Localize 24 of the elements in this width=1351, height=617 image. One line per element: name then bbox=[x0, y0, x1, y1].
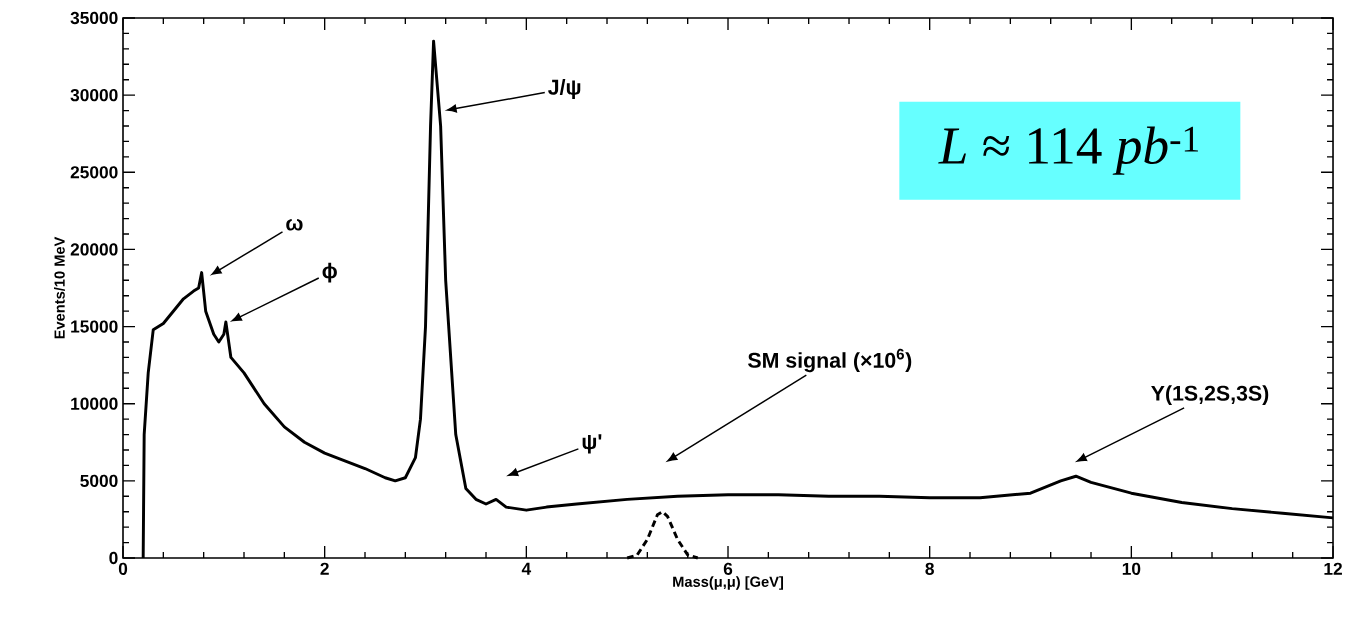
y-axis-title: Events/10 MeV bbox=[54, 236, 65, 339]
y-tick-label: 25000 bbox=[70, 166, 118, 179]
y-tick-label: 15000 bbox=[71, 320, 118, 333]
annotation: ψ' bbox=[582, 434, 602, 454]
annotation: Υ(1S,2S,3S) bbox=[1151, 385, 1269, 406]
x-tick-label: 8 bbox=[925, 562, 934, 575]
x-axis-title: Mass(μ,μ) [GeV] bbox=[673, 576, 784, 590]
y-tick-label: 10000 bbox=[71, 397, 118, 410]
x-tick-label: 4 bbox=[521, 562, 532, 575]
y-tick-label: 35000 bbox=[70, 11, 118, 25]
y-tick-label: 0 bbox=[109, 551, 118, 565]
annotation: ϕ bbox=[322, 262, 337, 283]
annotation: ω bbox=[286, 218, 303, 231]
y-tick-label: 30000 bbox=[70, 88, 118, 102]
y-tick-label: 20000 bbox=[70, 243, 118, 256]
x-tick-label: 10 bbox=[1122, 562, 1141, 575]
x-tick-label: 12 bbox=[1324, 562, 1342, 575]
x-tick-label: 6 bbox=[723, 562, 733, 575]
x-tick-label: 2 bbox=[320, 562, 329, 575]
annotation: L ≈ 114 pb$^{-1}$ bbox=[938, 126, 1198, 175]
annotation: J/ψ bbox=[548, 79, 581, 99]
x-tick-label: 0 bbox=[118, 562, 128, 575]
annotation: SM signal (×10$^{6}$) bbox=[748, 348, 912, 373]
y-tick-label: 5000 bbox=[80, 474, 118, 487]
